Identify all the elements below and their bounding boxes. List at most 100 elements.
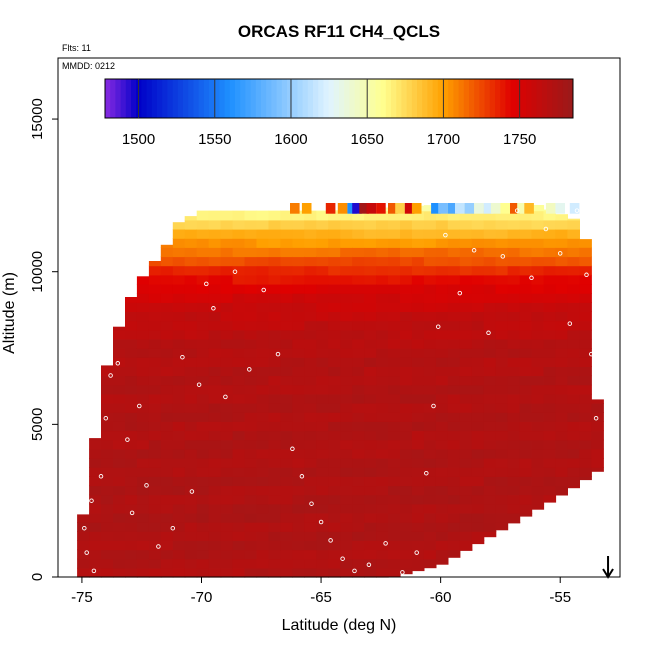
heatmap-cell	[292, 302, 305, 312]
heatmap-cell	[172, 467, 186, 477]
flight-track-points	[82, 208, 599, 575]
heatmap-cell	[388, 329, 401, 340]
heatmap-cell	[125, 421, 138, 432]
heatmap-cell	[172, 247, 186, 258]
colorbar-swatch	[567, 79, 574, 118]
track-point	[431, 403, 436, 409]
heatmap-cell	[328, 403, 341, 413]
heatmap-cell	[483, 229, 497, 239]
heatmap-cell	[495, 375, 509, 386]
heatmap-cell	[411, 283, 425, 294]
heatmap-cell	[316, 421, 329, 432]
heatmap-cell	[101, 567, 114, 578]
heatmap-cell	[220, 348, 234, 358]
colorbar-swatch	[406, 79, 413, 118]
heatmap-cell	[567, 293, 580, 303]
heatmap-cell	[208, 219, 222, 230]
heatmap-cell	[567, 357, 580, 367]
heatmap-cell	[328, 320, 341, 331]
date-annotation: MMDD: 0212	[62, 61, 115, 71]
heatmap-cell	[543, 219, 557, 230]
heatmap-cell	[316, 512, 329, 523]
heatmap-cell	[125, 348, 138, 358]
heatmap-cell	[136, 512, 150, 523]
track-point	[189, 489, 195, 494]
heatmap-cell	[220, 448, 234, 459]
heatmap-cell	[292, 485, 305, 496]
heatmap-cell	[423, 265, 437, 276]
colorbar-swatch	[120, 79, 127, 118]
heatmap-cell	[280, 320, 293, 331]
heatmap-cell	[340, 219, 353, 230]
heatmap-cell	[244, 311, 258, 322]
heatmap-cell	[471, 393, 485, 404]
heatmap-cell	[352, 384, 365, 395]
heatmap-cell	[268, 476, 282, 487]
heatmap-cell	[519, 412, 533, 422]
heatmap-cell	[459, 229, 473, 239]
heatmap-cell	[495, 247, 509, 258]
heatmap-cell	[148, 467, 162, 477]
heatmap-cell	[400, 393, 413, 404]
heatmap-cell	[340, 229, 353, 239]
heatmap-cell	[136, 439, 150, 450]
heatmap-cell	[400, 384, 413, 395]
heatmap-cell	[423, 503, 437, 514]
heatmap-cell	[220, 476, 234, 487]
heatmap-cell	[244, 540, 258, 551]
heatmap-cell	[292, 567, 305, 578]
heatmap-cell	[411, 338, 425, 349]
heatmap-cell	[148, 283, 162, 294]
heatmap-cell	[316, 329, 329, 340]
heatmap-cell	[545, 203, 556, 214]
heatmap-cell	[184, 439, 198, 450]
heatmap-cell	[328, 293, 341, 303]
heatmap-cell	[292, 540, 305, 551]
heatmap-cell	[256, 421, 270, 432]
heatmap-cell	[543, 403, 557, 413]
heatmap-cell	[244, 348, 258, 358]
heatmap-cell	[280, 219, 293, 230]
heatmap-cell	[184, 348, 198, 358]
colorbar-swatch	[463, 79, 470, 118]
heatmap-cell	[113, 366, 126, 377]
heatmap-cell	[376, 302, 389, 312]
heatmap-cell	[435, 503, 449, 514]
heatmap-cell	[172, 311, 186, 322]
colorbar-swatch	[448, 79, 454, 118]
heatmap-cell	[495, 448, 509, 459]
heatmap-cell	[459, 531, 473, 541]
colorbar-swatch	[297, 79, 304, 118]
heatmap-cell	[459, 219, 473, 230]
colorbar-swatch	[323, 79, 330, 118]
heatmap-cell	[148, 393, 162, 404]
heatmap-cell	[471, 320, 485, 331]
heatmap-cell	[531, 503, 545, 510]
heatmap-cell	[304, 302, 317, 312]
colorbar-swatch	[432, 79, 439, 118]
y-tick-label: 0	[29, 573, 46, 581]
heatmap-cell	[172, 366, 186, 377]
heatmap-cell	[340, 393, 353, 404]
heatmap-cell	[160, 540, 174, 551]
heatmap-cell	[244, 338, 258, 349]
heatmap-cell	[172, 412, 186, 422]
heatmap-cell	[423, 256, 437, 267]
heatmap-cell	[400, 467, 413, 477]
heatmap-cell	[77, 531, 90, 541]
heatmap-cell	[160, 393, 174, 404]
heatmap-cell	[567, 229, 580, 239]
heatmap-cell	[352, 210, 365, 221]
x-axis: -75 -70 -65 -60 -55	[71, 577, 571, 606]
heatmap-cell	[376, 558, 389, 569]
heatmap-cell	[280, 302, 293, 312]
heatmap-cell	[495, 430, 509, 441]
heatmap-cell	[172, 265, 186, 276]
colorbar-swatch	[396, 79, 402, 118]
heatmap-cell	[423, 540, 437, 551]
heatmap-cell	[579, 430, 592, 441]
heatmap-cell	[483, 421, 497, 432]
heatmap-cell	[184, 393, 198, 404]
heatmap-cell	[89, 522, 102, 532]
heatmap-cell	[268, 357, 282, 367]
